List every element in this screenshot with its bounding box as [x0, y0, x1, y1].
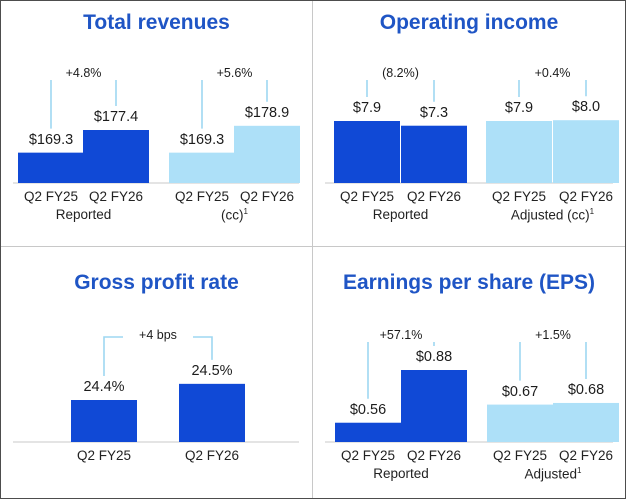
- bar-value-label: $7.3: [419, 104, 449, 121]
- bar-value-label: $7.9: [352, 100, 382, 116]
- bar-operating-income-q2-fy25-reported: [334, 121, 400, 183]
- change-label: +4 bps: [123, 328, 193, 342]
- horizontal-divider: [1, 246, 625, 247]
- group-label: Reported: [373, 466, 429, 481]
- gross-profit-rate-title: Gross profit rate: [74, 271, 239, 294]
- category-label: Q2 FY25: [23, 189, 79, 204]
- bar-value-label: $0.88: [415, 349, 453, 365]
- category-label: Q2 FY26: [184, 448, 240, 463]
- operating-income-title: Operating income: [379, 11, 559, 34]
- group-label: Reported: [55, 207, 112, 222]
- bar-value-label: $0.67: [501, 383, 539, 400]
- category-label: Q2 FY26: [406, 448, 462, 463]
- group-label: Adjusted (cc)1: [510, 207, 595, 223]
- category-label: Q2 FY25: [491, 189, 547, 204]
- bar-earnings-per-share-eps-q2-fy25-adjusted: [487, 404, 553, 442]
- change-bracket: [519, 336, 587, 381]
- eps-title: Earnings per share (EPS): [342, 271, 596, 294]
- bar-value-label: $0.56: [349, 401, 387, 418]
- bar-value-label: 24.4%: [83, 379, 125, 395]
- category-label: Q2 FY25: [339, 189, 395, 204]
- change-label: +0.4%: [517, 66, 588, 80]
- group-label: Reported: [372, 207, 429, 222]
- vertical-divider: [312, 1, 313, 498]
- category-label: Q2 FY25: [340, 448, 396, 463]
- change-label: +4.8%: [48, 66, 119, 80]
- bar-total-revenues-q2-fy26-cc: [234, 125, 300, 183]
- bar-operating-income-q2-fy25-adjusted-cc: [486, 121, 552, 183]
- bar-value-label: $177.4: [93, 109, 139, 125]
- bar-value-label: $8.0: [571, 99, 601, 116]
- bar-operating-income-q2-fy26-adjusted-cc: [553, 120, 619, 183]
- total-revenues-title: Total revenues: [83, 11, 230, 34]
- bar-total-revenues-q2-fy25-reported: [18, 152, 84, 183]
- footnote-marker: 1: [589, 207, 595, 216]
- group-label: Adjusted1: [524, 466, 582, 482]
- bar-value-label: $7.9: [504, 100, 534, 116]
- change-label: +5.6%: [199, 66, 270, 80]
- change-label: +1.5%: [518, 328, 588, 342]
- bar-earnings-per-share-eps-q2-fy26-reported: [401, 370, 467, 442]
- bar-total-revenues-q2-fy25-cc: [169, 152, 235, 183]
- change-label: +57.1%: [366, 328, 436, 342]
- category-label: Q2 FY26: [406, 189, 462, 204]
- category-label: Q2 FY26: [558, 448, 614, 463]
- category-label: Q2 FY26: [239, 189, 295, 204]
- category-label: Q2 FY26: [88, 189, 144, 204]
- bar-value-label: 24.5%: [191, 362, 233, 379]
- bar-earnings-per-share-eps-q2-fy25-reported: [335, 422, 401, 442]
- category-label: Q2 FY25: [76, 448, 132, 463]
- bar-operating-income-q2-fy26-reported: [401, 125, 467, 183]
- bar-value-label: $178.9: [244, 104, 290, 121]
- bar-value-label: $0.68: [567, 381, 605, 398]
- footnote-marker: 1: [577, 466, 582, 475]
- bar-earnings-per-share-eps-q2-fy26-adjusted: [553, 402, 619, 442]
- category-label: Q2 FY25: [174, 189, 230, 204]
- bar-gross-profit-rate-q2-fy26: [179, 383, 245, 442]
- category-label: Q2 FY26: [558, 189, 614, 204]
- bar-value-label: $169.3: [179, 131, 225, 148]
- footnote-marker: 1: [243, 207, 248, 216]
- change-label: (8.2%): [365, 66, 436, 80]
- bar-total-revenues-q2-fy26-reported: [83, 130, 149, 183]
- category-label: Q2 FY25: [492, 448, 548, 463]
- bar-gross-profit-rate-q2-fy25: [71, 400, 137, 442]
- bar-value-label: $169.3: [28, 131, 74, 148]
- group-label: (cc)1: [221, 207, 248, 223]
